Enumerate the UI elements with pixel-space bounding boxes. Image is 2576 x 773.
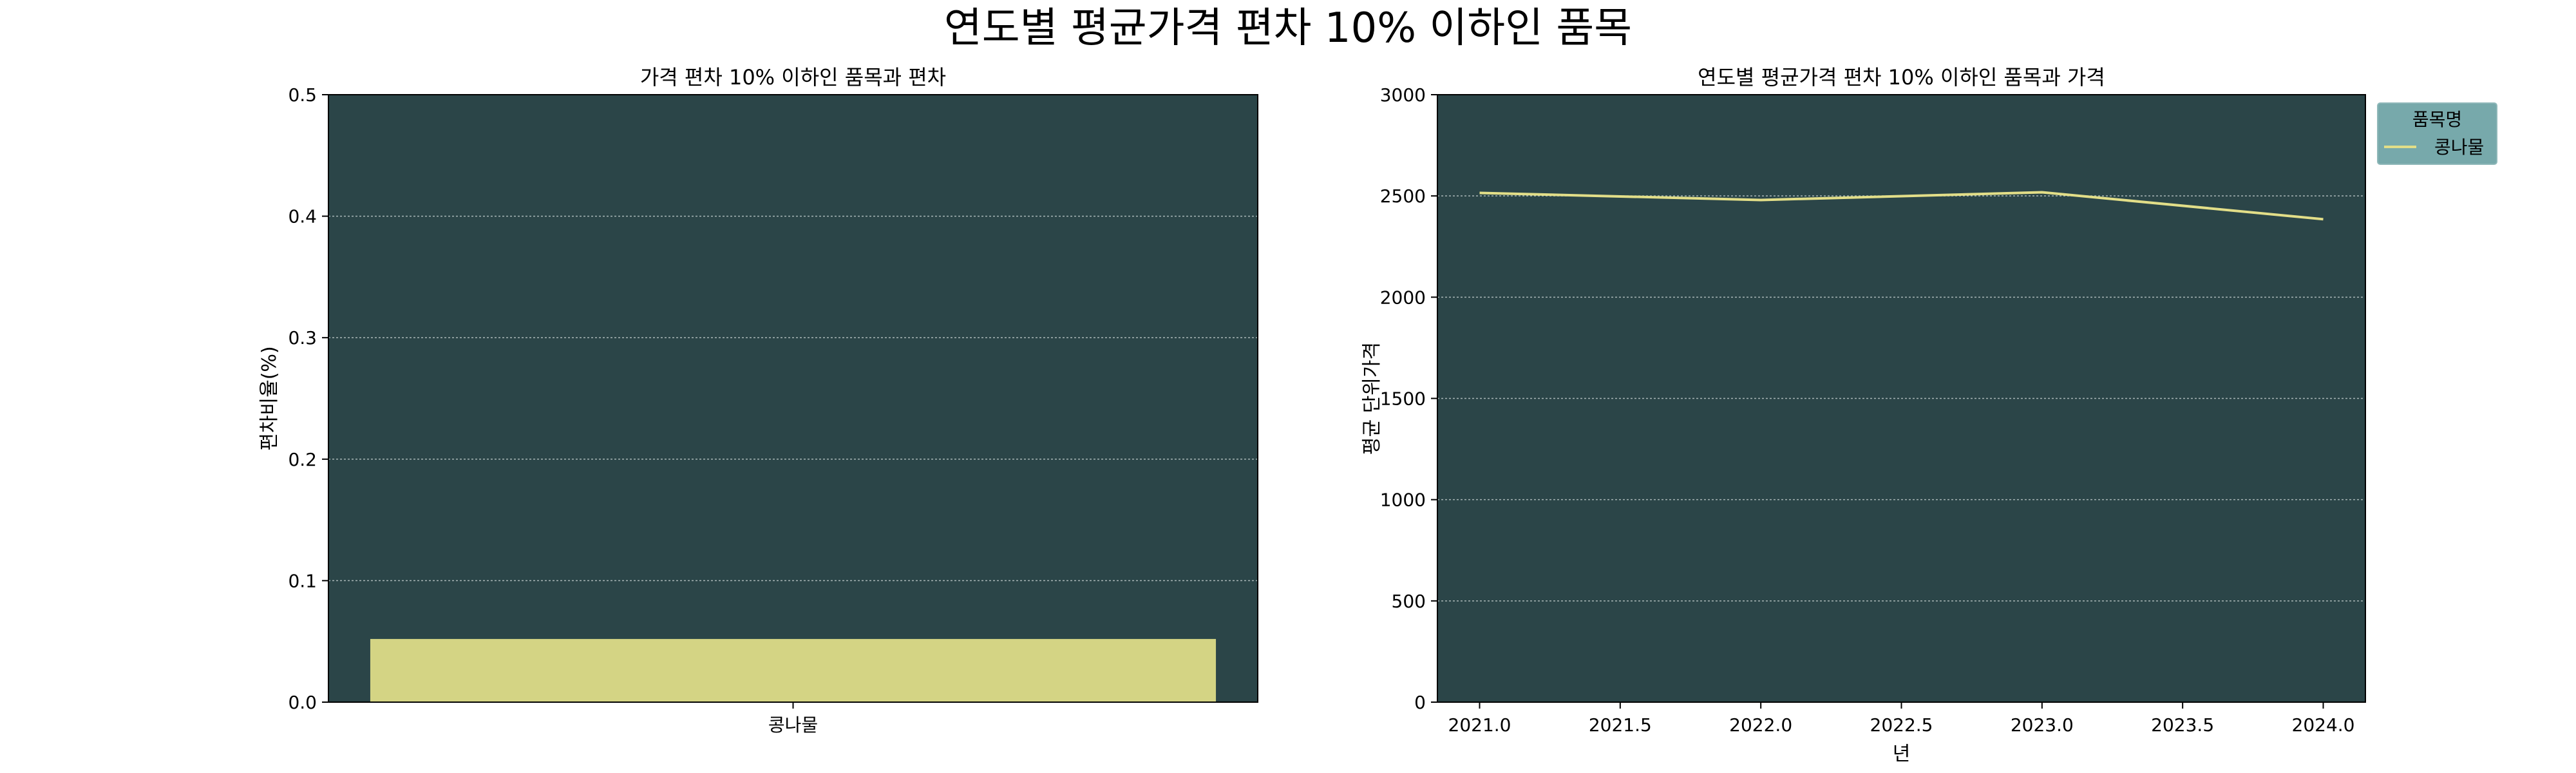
line-x-tick-label: 2022.5	[1870, 714, 1933, 736]
bar-y-tick-label: 0.0	[288, 692, 317, 713]
bar-y-tick-label: 0.5	[288, 84, 317, 106]
bar-y-tick-label: 0.2	[288, 449, 317, 470]
line-x-tick-label: 2023.0	[2011, 714, 2074, 736]
bar-y-tick-label: 0.1	[288, 570, 317, 591]
bar-y-axis-ticks: 0.0 0.1 0.2 0.3 0.4 0.5	[288, 84, 328, 713]
line-chart-title: 연도별 평균가격 편차 10% 이하인 품목과 가격	[1698, 65, 2105, 90]
bar-series	[370, 638, 1217, 702]
bar-y-tick-label: 0.4	[288, 206, 317, 227]
bar	[370, 638, 1217, 702]
line-x-tick-label: 2022.0	[1729, 714, 1792, 736]
line-y-tick-label: 1000	[1380, 490, 1426, 511]
line-y-tick-label: 0	[1414, 692, 1426, 713]
line-x-axis-label: 년	[1893, 743, 1911, 765]
line-x-axis-ticks: 2021.0 2021.5 2022.0 2022.5 2023.0 2023.5 2024…	[1448, 702, 2355, 736]
legend-title: 품목명	[2412, 109, 2462, 130]
bar-x-tick-label: 콩나물	[768, 714, 818, 736]
line-y-tick-label: 2500	[1380, 186, 1426, 207]
bar-chart-title: 가격 편차 10% 이하인 품목과 편차	[640, 65, 946, 90]
line-x-tick-label: 2021.5	[1589, 714, 1652, 736]
line-x-tick-label: 2023.5	[2151, 714, 2214, 736]
line-series-path	[1479, 191, 2324, 221]
line-y-axis-label: 평균 단위가격	[1361, 342, 1383, 455]
bar-x-axis-ticks: 콩나물	[768, 702, 818, 736]
line-y-tick-label: 3000	[1380, 84, 1426, 106]
figure-title: 연도별 평균가격 편차 10% 이하인 품목	[944, 5, 1632, 52]
line-y-axis-ticks: 0 500 1000 1500 2000 2500 3000	[1380, 84, 1437, 713]
line-series	[1479, 191, 2324, 221]
bar-plot-area	[328, 95, 1258, 702]
bar-y-tick-label: 0.3	[288, 327, 317, 348]
bar-gridlines	[328, 215, 1258, 582]
legend: 품목명 콩나물	[2377, 102, 2497, 165]
line-x-tick-label: 2024.0	[2292, 714, 2355, 736]
line-y-tick-label: 2000	[1380, 287, 1426, 308]
line-x-tick-label: 2021.0	[1448, 714, 1511, 736]
bar-chart: 0.0 0.1 0.2 0.3 0.4 0.5 콩나물 가격 편차 10% 이하인 품목과…	[258, 65, 1258, 736]
line-y-tick-label: 500	[1392, 591, 1426, 612]
line-y-tick-label: 1500	[1380, 388, 1426, 410]
bar-y-axis-label: 편차비율(%)	[258, 346, 281, 450]
legend-box	[2377, 102, 2497, 165]
legend-entry-label: 콩나물	[2434, 137, 2484, 158]
